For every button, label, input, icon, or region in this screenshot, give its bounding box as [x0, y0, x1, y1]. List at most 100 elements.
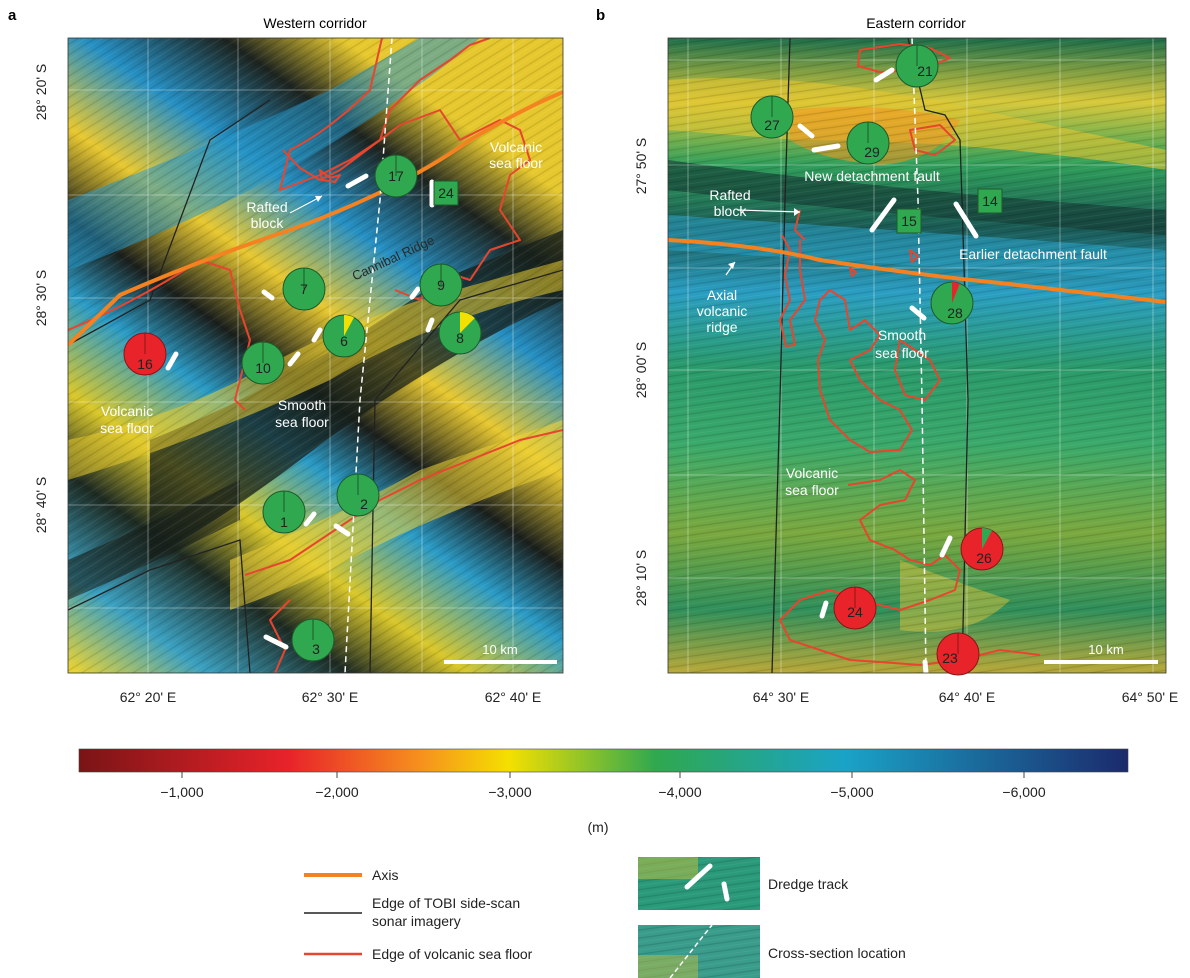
panel-b-label-volcanic-2: sea floor	[785, 482, 839, 498]
station-a-2: 2	[336, 473, 380, 517]
panel-a-lat-tick: 28° 30' S	[33, 270, 49, 327]
panel-a-label-volcanic-w-1: Volcanic	[101, 403, 153, 419]
colorbar-tick: −6,000	[1002, 784, 1045, 800]
station-b-14: 14	[977, 188, 1003, 214]
svg-text:6: 6	[340, 333, 348, 349]
legend-cross-section-swatch	[638, 924, 760, 978]
panel-a-label-volcanic-ne-2: sea floor	[489, 155, 543, 171]
legend-axis-label: Axis	[372, 867, 398, 883]
station-b-21: 21	[895, 44, 939, 88]
colorbar-tick: −2,000	[315, 784, 358, 800]
svg-text:14: 14	[982, 193, 998, 209]
station-a-17: 17	[374, 154, 418, 198]
svg-text:17: 17	[388, 168, 404, 184]
legend-tobi-label-2: sonar imagery	[372, 913, 461, 929]
panel-a-lon-tick: 62° 30' E	[302, 689, 359, 705]
svg-text:24: 24	[438, 185, 454, 201]
svg-text:28: 28	[947, 305, 963, 321]
panel-a-scale-bar: 10 km	[444, 642, 557, 664]
station-b-15: 15	[896, 208, 922, 234]
station-a-24: 24	[433, 180, 459, 206]
panel-b-label-rafted-1: Rafted	[709, 187, 750, 203]
station-b-28: 28	[930, 281, 974, 325]
panel-b-lon-tick: 64° 30' E	[753, 689, 810, 705]
panel-a-title: Western corridor	[263, 15, 367, 31]
panel-a-label-smooth-2: sea floor	[275, 414, 329, 430]
panel-b-label-axial-3: ridge	[706, 319, 737, 335]
panel-a-stations: 17 24 7 9 8 6 10	[123, 154, 482, 662]
svg-text:23: 23	[942, 650, 958, 666]
panel-a-label-volcanic-w-2: sea floor	[100, 420, 154, 436]
svg-text:16: 16	[137, 356, 153, 372]
station-a-1: 1	[262, 490, 306, 534]
panel-b-lat-tick: 28° 10' S	[633, 550, 649, 607]
svg-text:9: 9	[437, 277, 445, 293]
panel-b-title: Eastern corridor	[866, 15, 966, 31]
panel-b-lon-tick: 64° 50' E	[1122, 689, 1179, 705]
panel-b: b Eastern corridor	[596, 7, 1178, 705]
legend-tobi-label: Edge of TOBI side-scan	[372, 895, 520, 911]
station-a-10: 10	[241, 341, 285, 385]
svg-text:29: 29	[864, 144, 880, 160]
svg-text:10: 10	[255, 360, 271, 376]
svg-text:21: 21	[917, 63, 933, 79]
panel-b-lon-tick: 64° 40' E	[939, 689, 996, 705]
legend-dredge-label: Dredge track	[768, 876, 849, 892]
colorbar-unit: (m)	[588, 819, 609, 835]
station-a-16: 16	[123, 332, 167, 376]
panel-b-label-earlier-fault: Earlier detachment fault	[959, 246, 1107, 262]
station-a-9: 9	[419, 263, 463, 307]
svg-text:3: 3	[312, 641, 320, 657]
station-b-29: 29	[846, 121, 890, 165]
panel-a-lon-tick: 62° 20' E	[120, 689, 177, 705]
station-b-23: 23	[936, 632, 980, 676]
svg-text:10 km: 10 km	[1088, 642, 1123, 657]
station-a-7: 7	[282, 267, 326, 311]
panel-a-label-rafted-1: Rafted	[246, 199, 287, 215]
svg-text:26: 26	[976, 550, 992, 566]
panel-a-lon-tick: 62° 40' E	[485, 689, 542, 705]
legend-cross-section-label: Cross-section location	[768, 945, 906, 961]
panel-a-label-smooth-1: Smooth	[278, 397, 326, 413]
panel-b-letter: b	[596, 7, 605, 24]
svg-text:7: 7	[300, 281, 308, 297]
panel-b-label-smooth-1: Smooth	[878, 327, 926, 343]
panel-a-lat-tick: 28° 20' S	[33, 64, 49, 121]
colorbar-tick: −1,000	[160, 784, 203, 800]
legend-volcanic-edge-label: Edge of volcanic sea floor	[372, 946, 533, 962]
svg-text:10 km: 10 km	[482, 642, 517, 657]
svg-text:27: 27	[764, 117, 780, 133]
panel-b-label-rafted-2: block	[714, 203, 748, 219]
panel-b-lat-tick: 28° 00' S	[633, 342, 649, 399]
panel-b-stations: 21 27 29 14 15 28 26	[750, 44, 1004, 676]
panel-a: a Western corridor	[8, 7, 564, 705]
panel-b-scale-bar: 10 km	[1044, 642, 1158, 664]
panel-b-label-axial-2: volcanic	[697, 303, 748, 319]
legend: Axis Edge of TOBI side-scan sonar imager…	[304, 857, 906, 978]
panel-b-bathymetry	[668, 38, 1166, 673]
panel-a-lat-tick: 28° 40' S	[33, 477, 49, 534]
depth-colorbar: −1,000 −2,000 −3,000 −4,000 −5,000 −6,00…	[78, 748, 1129, 835]
svg-text:24: 24	[847, 604, 863, 620]
panel-b-label-new-fault: New detachment fault	[804, 168, 940, 184]
station-b-26: 26	[960, 527, 1004, 571]
colorbar-tick: −4,000	[658, 784, 701, 800]
station-a-6: 6	[322, 314, 366, 358]
svg-text:1: 1	[280, 514, 288, 530]
panel-b-label-volcanic-1: Volcanic	[786, 465, 838, 481]
legend-dredge-swatch	[638, 857, 760, 910]
station-a-8: 8	[438, 311, 482, 355]
panel-b-label-smooth-2: sea floor	[875, 345, 929, 361]
station-b-24: 24	[833, 586, 877, 630]
station-b-27: 27	[750, 95, 794, 139]
panel-a-label-volcanic-ne-1: Volcanic	[490, 139, 542, 155]
colorbar-tick: −5,000	[830, 784, 873, 800]
station-a-3: 3	[291, 618, 335, 662]
svg-text:8: 8	[456, 330, 464, 346]
svg-text:2: 2	[360, 496, 368, 512]
panel-b-lat-tick: 27° 50' S	[633, 138, 649, 195]
panel-a-label-rafted-2: block	[251, 215, 285, 231]
svg-text:15: 15	[901, 213, 917, 229]
colorbar-tick: −3,000	[488, 784, 531, 800]
